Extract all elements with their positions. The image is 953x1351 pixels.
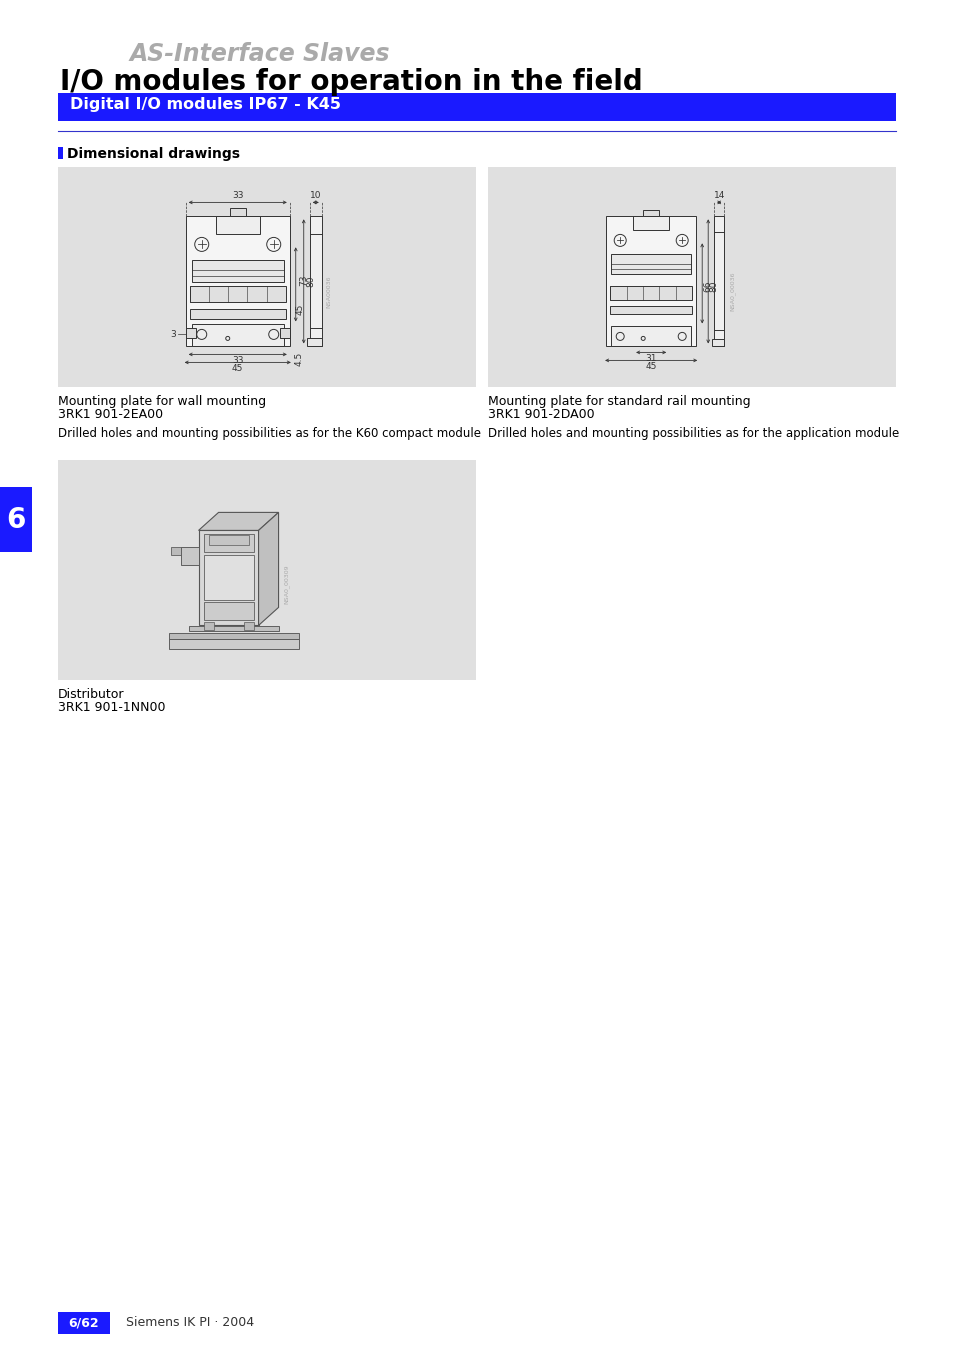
Text: 73: 73 <box>298 274 308 286</box>
Bar <box>58 147 63 159</box>
Text: 31: 31 <box>645 354 657 363</box>
Bar <box>488 168 895 386</box>
Bar <box>190 309 286 319</box>
Bar <box>58 93 895 122</box>
Bar <box>186 216 290 346</box>
Bar <box>712 339 723 346</box>
Text: 45: 45 <box>232 365 243 373</box>
Bar <box>58 459 476 680</box>
Text: Digital I/O modules IP67 - K45: Digital I/O modules IP67 - K45 <box>70 97 340 112</box>
Bar <box>203 623 213 631</box>
Bar <box>169 634 298 639</box>
Bar <box>209 535 249 546</box>
Bar <box>192 261 283 282</box>
Text: 3RK1 901-2DA00: 3RK1 901-2DA00 <box>488 408 594 422</box>
Bar <box>189 627 278 631</box>
Bar <box>611 254 691 274</box>
Text: 6: 6 <box>7 505 26 534</box>
Polygon shape <box>258 512 278 626</box>
Text: 6/62: 6/62 <box>69 1316 99 1329</box>
Text: Mounting plate for standard rail mounting: Mounting plate for standard rail mountin… <box>488 394 750 408</box>
Text: Dimensional drawings: Dimensional drawings <box>67 147 240 161</box>
Text: Drilled holes and mounting possibilities as for the application module: Drilled holes and mounting possibilities… <box>488 427 899 440</box>
Bar <box>610 307 692 315</box>
Text: 10: 10 <box>310 192 321 200</box>
Bar <box>610 286 692 300</box>
Bar <box>203 603 253 620</box>
Bar <box>171 547 180 555</box>
Bar <box>642 211 659 216</box>
Bar <box>714 216 723 346</box>
Text: 33: 33 <box>232 357 243 365</box>
Text: 80: 80 <box>307 276 315 288</box>
Text: I/O modules for operation in the field: I/O modules for operation in the field <box>60 68 642 96</box>
Bar <box>203 555 253 600</box>
Text: Distributor: Distributor <box>58 688 125 701</box>
Bar <box>611 327 691 346</box>
Text: NSA0_00036: NSA0_00036 <box>728 272 734 311</box>
Bar <box>633 216 668 231</box>
Text: 45: 45 <box>645 362 657 372</box>
Bar <box>279 328 290 338</box>
Text: Siemens IK PI · 2004: Siemens IK PI · 2004 <box>126 1316 253 1329</box>
Bar <box>198 531 258 626</box>
Text: 3RK1 901-1NN00: 3RK1 901-1NN00 <box>58 701 165 713</box>
Bar <box>307 338 321 346</box>
Text: Mounting plate for wall mounting: Mounting plate for wall mounting <box>58 394 266 408</box>
Text: 33: 33 <box>232 192 243 200</box>
Bar <box>0 486 32 553</box>
Text: NSA0_00309: NSA0_00309 <box>283 565 289 604</box>
Bar <box>58 168 476 386</box>
Text: 66: 66 <box>702 281 712 292</box>
Text: AS-Interface Slaves: AS-Interface Slaves <box>130 42 390 66</box>
Bar <box>186 328 195 338</box>
Bar <box>192 324 283 346</box>
Polygon shape <box>198 512 278 531</box>
Bar <box>180 547 198 566</box>
Bar <box>230 208 246 216</box>
Bar <box>310 216 321 346</box>
Text: Drilled holes and mounting possibilities as for the K60 compact module: Drilled holes and mounting possibilities… <box>58 427 480 440</box>
Bar <box>190 286 286 303</box>
Text: 45: 45 <box>295 303 304 315</box>
Text: 3RK1 901-2EA00: 3RK1 901-2EA00 <box>58 408 163 422</box>
Bar <box>203 535 253 553</box>
Bar <box>169 639 298 650</box>
Bar <box>605 216 696 346</box>
Text: NSA00036: NSA00036 <box>326 276 332 308</box>
Bar <box>215 216 259 235</box>
Text: 14: 14 <box>713 192 724 200</box>
Text: 80: 80 <box>708 281 718 292</box>
Text: 3: 3 <box>170 330 175 339</box>
Text: 4.5: 4.5 <box>294 351 303 366</box>
Bar <box>58 1312 110 1333</box>
Bar <box>243 623 253 631</box>
